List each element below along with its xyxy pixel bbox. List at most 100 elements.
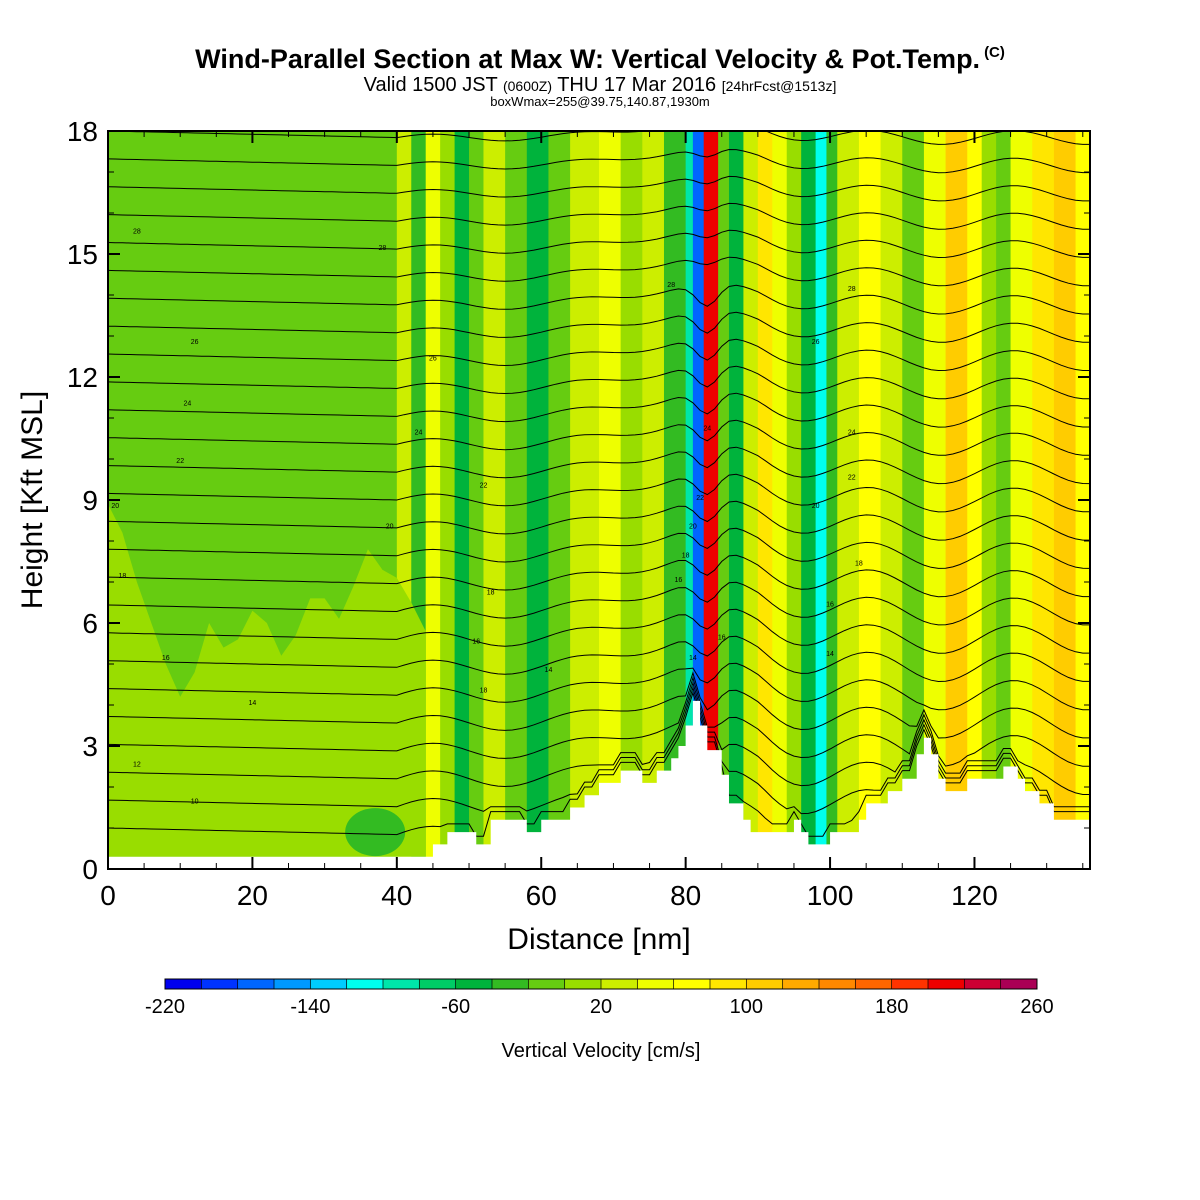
colorbar-bin [165, 979, 202, 989]
colorbar-bin [782, 979, 820, 989]
isentrope [108, 676, 1090, 767]
isentrope [108, 365, 1090, 400]
velocity-column [469, 131, 484, 869]
contour-label: 24 [415, 429, 423, 436]
isentrope [108, 681, 1090, 795]
velocity-column [703, 131, 719, 869]
contour-label: 20 [386, 524, 394, 531]
contour-label: 26 [812, 339, 820, 346]
velocity-column [685, 131, 694, 869]
colorbar-bin [710, 979, 747, 989]
contour-label: 26 [191, 339, 199, 346]
isentrope [108, 473, 1090, 513]
velocity-column [772, 131, 788, 869]
contour-label: 14 [689, 655, 697, 662]
contour-label: 14 [826, 651, 834, 658]
velocity-column [1032, 131, 1055, 869]
valid-time: Valid 1500 JST (0600Z) THU 17 Mar 2016 [… [363, 74, 837, 96]
contour-label: 28 [848, 286, 856, 293]
box-info: boxWmax=255@39.75,140.87,1930m [490, 94, 710, 109]
colorbar-bin [673, 979, 711, 989]
contour-label: 28 [667, 282, 675, 289]
x-axis-label: Distance [nm] [507, 923, 690, 956]
contour-label: 18 [480, 688, 488, 695]
y-tick-label: 0 [82, 854, 98, 885]
y-tick-label: 9 [82, 485, 98, 516]
velocity-column [505, 131, 528, 869]
y-axis-label: Height [Kft MSL] [16, 391, 49, 609]
contour-label: 28 [378, 245, 386, 252]
isentrope [108, 392, 1090, 428]
velocity-column [642, 131, 665, 869]
colorbar-bin [819, 979, 856, 989]
isentrope [108, 338, 1090, 372]
contour-label: 26 [429, 356, 437, 363]
velocity-column [718, 131, 730, 869]
isentrope [108, 527, 1090, 569]
colorbar-tick-label: 260 [1020, 996, 1053, 1018]
colorbar-tick-label: -60 [441, 996, 470, 1018]
velocity-column [425, 131, 441, 869]
isentrope [108, 686, 1090, 815]
downdraft-patch [345, 808, 406, 857]
velocity-column [902, 131, 925, 869]
velocity-column [826, 131, 838, 869]
contour-label: 14 [545, 667, 553, 674]
isentrope [108, 202, 1090, 230]
velocity-column [743, 131, 759, 869]
weak-updraft-region [108, 504, 426, 857]
isentrope [108, 581, 1090, 626]
isentrope [108, 554, 1090, 598]
x-tick-label: 60 [526, 880, 557, 911]
velocity-column [945, 131, 968, 869]
contour-label: 16 [718, 634, 726, 641]
colorbar-tick-label: 180 [875, 996, 908, 1018]
isentrope [108, 608, 1090, 654]
velocity-column [599, 131, 622, 869]
colorbar-bin [201, 979, 238, 989]
contour-label: 20 [812, 503, 820, 510]
colorbar-bin [383, 979, 420, 989]
colorbar-tick-label: -220 [145, 996, 185, 1018]
contour-label: 16 [826, 602, 834, 609]
chart-title: Wind-Parallel Section at Max W: Vertical… [195, 44, 1005, 74]
x-tick-label: 120 [951, 880, 998, 911]
colorbar-tick-label: -140 [290, 996, 330, 1018]
colorbar-bin [564, 979, 602, 989]
contour-label: 24 [703, 425, 711, 432]
y-tick-label: 18 [67, 116, 98, 147]
contour-label: 18 [487, 589, 495, 596]
x-tick-label: 40 [381, 880, 412, 911]
contour-label: 16 [162, 655, 170, 662]
isentrope [108, 500, 1090, 541]
colorbar-label: Vertical Velocity [cm/s] [502, 1040, 701, 1062]
colorbar-bin [928, 979, 965, 989]
velocity-column [620, 131, 643, 869]
contour-label: 16 [472, 639, 480, 646]
isentrope [108, 229, 1090, 259]
colorbar-bin [891, 979, 929, 989]
velocity-column [483, 131, 506, 869]
isentrope [108, 284, 1090, 315]
contour-label: 24 [184, 401, 192, 408]
colorbar-bin [346, 979, 384, 989]
velocity-column [728, 131, 744, 869]
velocity-column [981, 131, 997, 869]
velocity-column [570, 131, 600, 869]
colorbar-bin [455, 979, 493, 989]
isentrope [108, 671, 1090, 739]
x-tick-label: 100 [807, 880, 854, 911]
contour-label: 16 [675, 577, 683, 584]
contour-label: 24 [848, 429, 856, 436]
colorbar-bin [528, 979, 565, 989]
velocity-column [692, 131, 705, 869]
velocity-column [1010, 131, 1033, 869]
velocity-column [663, 131, 687, 869]
colorbar-bin [274, 979, 311, 989]
contour-label: 20 [689, 524, 697, 531]
y-tick-label: 3 [82, 731, 98, 762]
potential-temperature-contours: 10 12 14 16 18 20 20 22 24 26 28 28 24 26 22 16 18 18 14 28… [108, 131, 1090, 837]
colorbar-tick-label: 20 [590, 996, 612, 1018]
colorbar-tick-label: 100 [730, 996, 763, 1018]
colorbar-bin [637, 979, 674, 989]
